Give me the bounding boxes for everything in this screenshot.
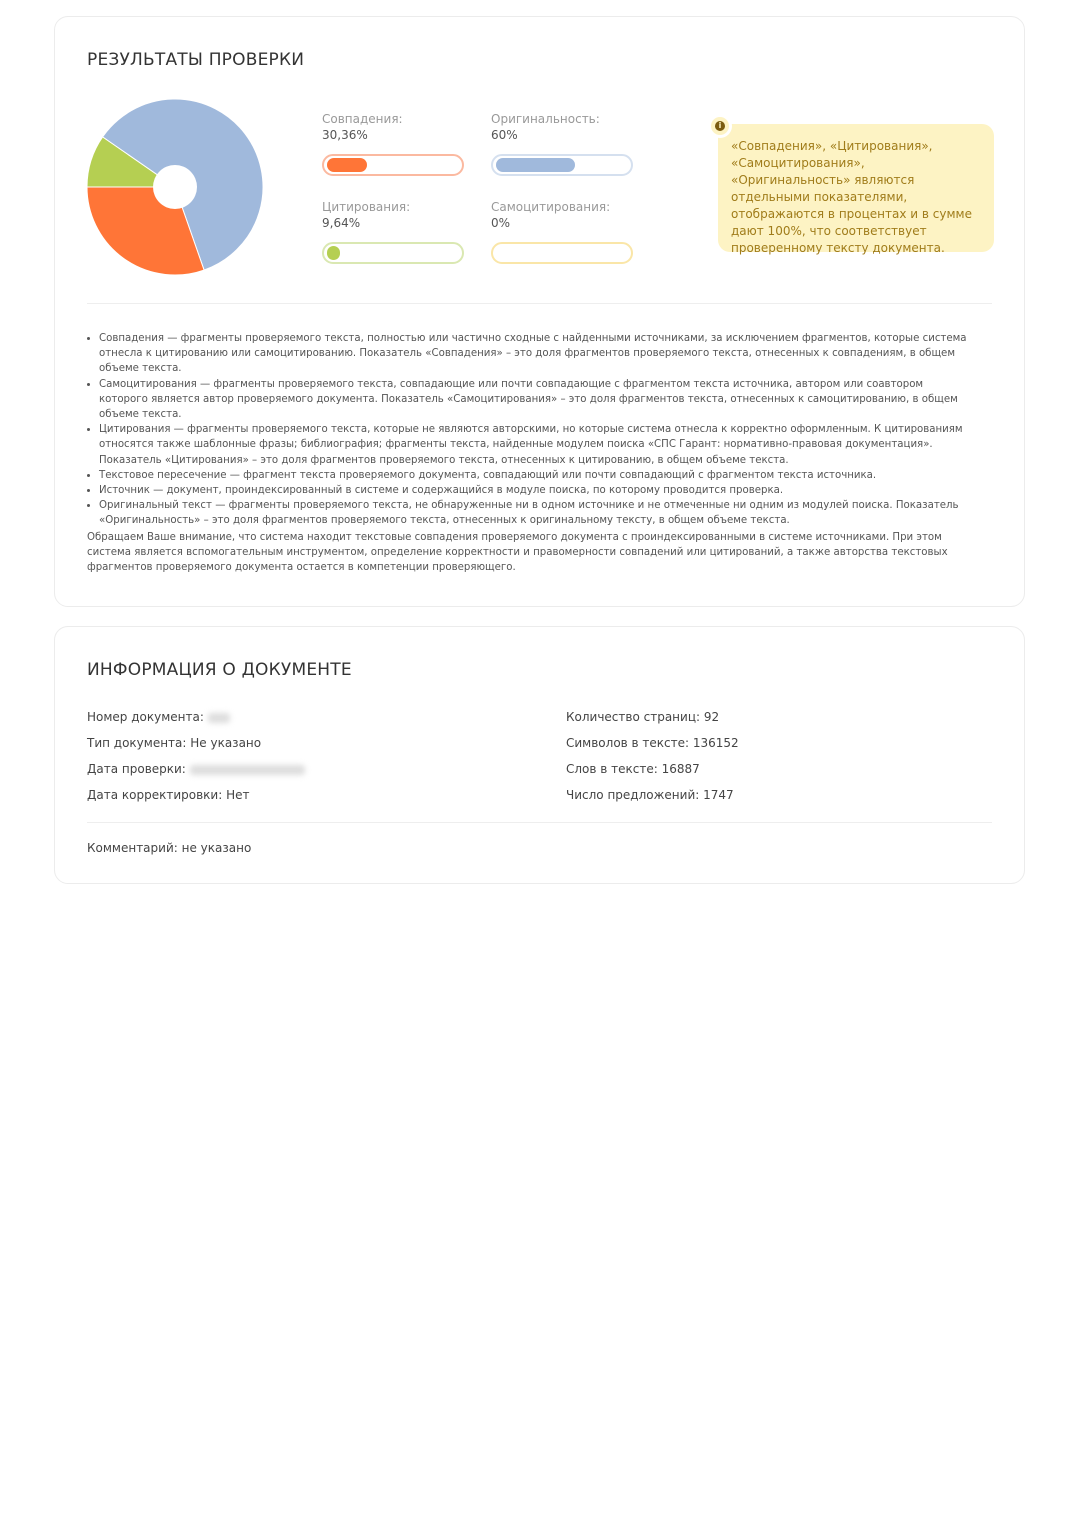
progress-bar-citations: [322, 242, 464, 264]
document-number-label: Номер документа:: [87, 710, 204, 724]
divider: [87, 303, 992, 304]
progress-fill: [327, 158, 368, 172]
metric-value: 0%: [491, 216, 511, 230]
comment: Комментарий: не указано: [87, 841, 252, 855]
results-pie-chart: [86, 98, 264, 276]
results-card: РЕЗУЛЬТАТЫ ПРОВЕРКИ Совпадения: 30,36% О…: [54, 16, 1025, 607]
definitions-list: Совпадения — фрагменты проверяемого текс…: [99, 331, 969, 529]
attention-text: Обращаем Ваше внимание, что система нахо…: [87, 532, 948, 574]
redacted-value: [207, 712, 230, 723]
metric-label: Оригинальность:: [491, 112, 600, 126]
metric-value: 9,64%: [322, 216, 361, 230]
metric-label: Совпадения:: [322, 112, 403, 126]
progress-bar-matches: [322, 154, 464, 176]
document-number: Номер документа:: [87, 710, 230, 724]
definition-item: Самоцитирования — фрагменты проверяемого…: [99, 377, 969, 423]
info-note: «Совпадения», «Цитирования», «Самоцитиро…: [718, 124, 994, 255]
progress-bar-originality: [491, 154, 633, 176]
metric-label: Цитирования:: [322, 200, 411, 214]
definition-item: Цитирования — фрагменты проверяемого тек…: [99, 422, 969, 468]
definition-item: Текстовое пересечение — фрагмент текста …: [99, 468, 969, 483]
definition-item: Источник — документ, проиндексированный …: [99, 483, 969, 498]
definition-item: Совпадения — фрагменты проверяемого текс…: [99, 331, 969, 377]
metric-value: 60%: [491, 128, 518, 142]
metric-label: Самоцитирования:: [491, 200, 611, 214]
metric-matches: Совпадения: 30,36%: [322, 112, 403, 142]
progress-fill: [327, 246, 340, 260]
progress-bar-self-citations: [491, 242, 633, 264]
check-date: Дата проверки:: [87, 762, 305, 776]
document-info-card: ИНФОРМАЦИЯ О ДОКУМЕНТЕ Номер документа: …: [54, 626, 1025, 884]
check-date-label: Дата проверки:: [87, 762, 186, 776]
definition-item: Оригинальный текст — фрагменты проверяем…: [99, 498, 969, 528]
page-count: Количество страниц: 92: [566, 710, 720, 724]
char-count: Символов в тексте: 136152: [566, 736, 739, 750]
metric-value: 30,36%: [322, 128, 368, 142]
divider: [87, 822, 992, 823]
results-title: РЕЗУЛЬТАТЫ ПРОВЕРКИ: [87, 50, 305, 70]
word-count: Слов в тексте: 16887: [566, 762, 700, 776]
redacted-value: [189, 764, 305, 775]
pie-hole: [153, 165, 197, 209]
metric-self-citations: Самоцитирования: 0%: [491, 200, 610, 230]
info-icon: i: [708, 114, 732, 138]
metric-citations: Цитирования: 9,64%: [322, 200, 410, 230]
sentence-count: Число предложений: 1747: [566, 788, 734, 802]
progress-fill: [496, 158, 576, 172]
metric-originality: Оригинальность: 60%: [491, 112, 600, 142]
document-type: Тип документа: Не указано: [87, 736, 262, 750]
correction-date: Дата корректировки: Нет: [87, 788, 250, 802]
document-info-title: ИНФОРМАЦИЯ О ДОКУМЕНТЕ: [87, 660, 352, 680]
